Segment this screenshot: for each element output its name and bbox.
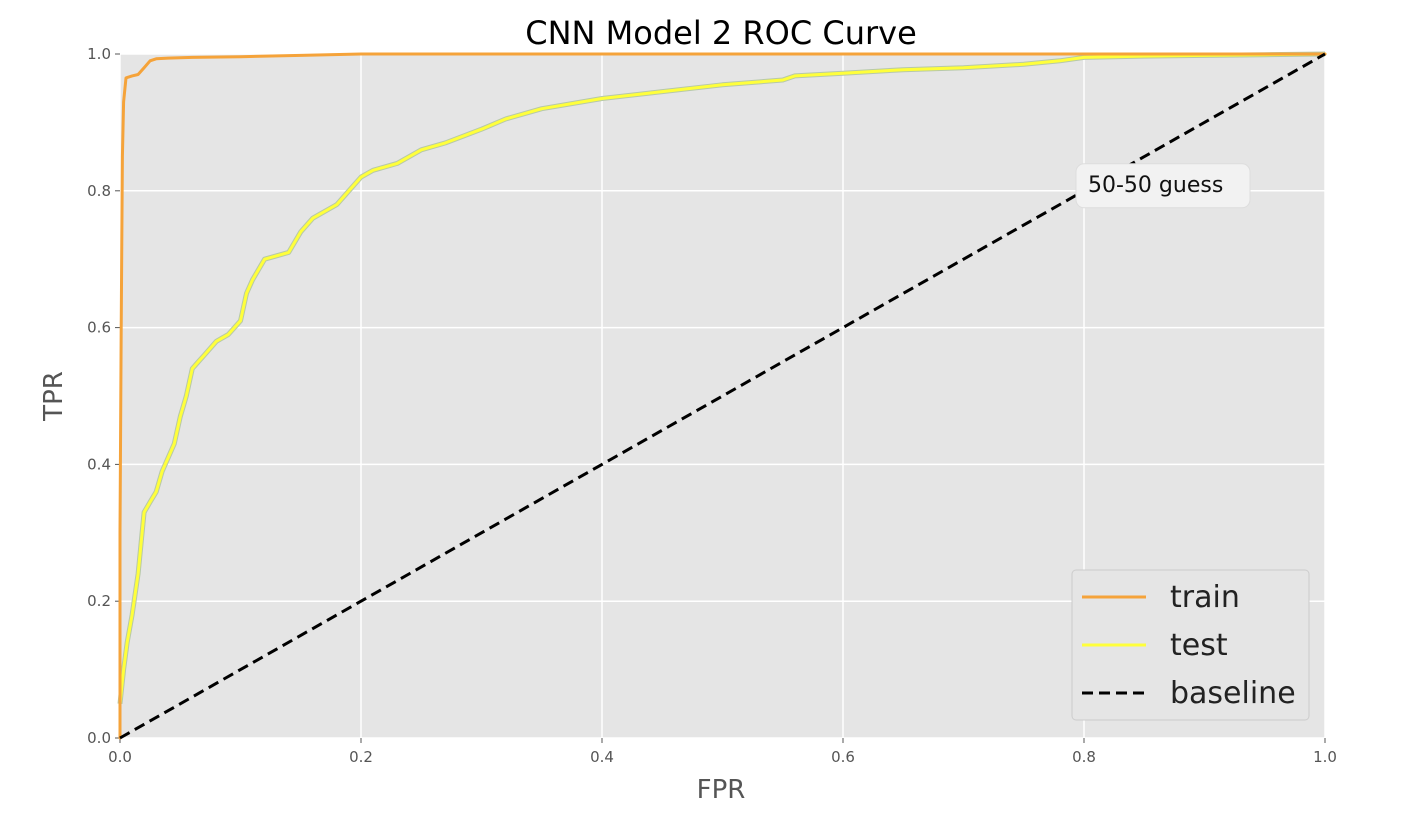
x-tick-label: 0.4 — [590, 748, 614, 766]
annotation-box — [1075, 163, 1251, 209]
x-tick-label: 0.8 — [1072, 748, 1096, 766]
legend-entry-test: test — [1082, 628, 1228, 663]
y-tick-label: 1.0 — [87, 45, 111, 63]
annotation-50-50-guess: 50-50 guess — [1075, 163, 1251, 209]
annotation-text: 50-50 guess — [1088, 173, 1223, 198]
legend-box — [1071, 569, 1310, 721]
x-axis-label: FPR — [697, 775, 746, 805]
y-tick-label: 0.8 — [87, 182, 111, 200]
x-tick-label: 0.0 — [108, 748, 132, 766]
series-lines — [117, 51, 1327, 740]
y-tick-label: 0.2 — [87, 592, 111, 610]
legend-label-train: train — [1170, 580, 1240, 615]
x-tick-label: 0.6 — [831, 748, 855, 766]
series-baseline-line — [119, 52, 1326, 740]
chart-title: CNN Model 2 ROC Curve — [525, 14, 917, 52]
y-axis-label: TPR — [39, 371, 69, 422]
x-tick-label: 0.2 — [349, 748, 373, 766]
y-tick-label: 0.6 — [87, 319, 111, 337]
y-tick-label: 0.0 — [87, 729, 111, 747]
series-test-line — [118, 52, 1327, 706]
legend: train test baseline — [1071, 569, 1310, 721]
x-tick-label: 1.0 — [1313, 748, 1337, 766]
series-train-line — [118, 52, 1327, 740]
legend-entry-baseline: baseline — [1082, 676, 1296, 711]
legend-label-test: test — [1170, 628, 1228, 663]
axis-ticks: 0.0 0.2 0.4 0.6 0.8 1.0 0.0 0.2 0.4 0.6 0.8 1.0 — [87, 45, 1337, 766]
legend-label-baseline: baseline — [1170, 676, 1296, 711]
y-tick-label: 0.4 — [87, 455, 111, 473]
legend-entry-train: train — [1082, 580, 1240, 615]
